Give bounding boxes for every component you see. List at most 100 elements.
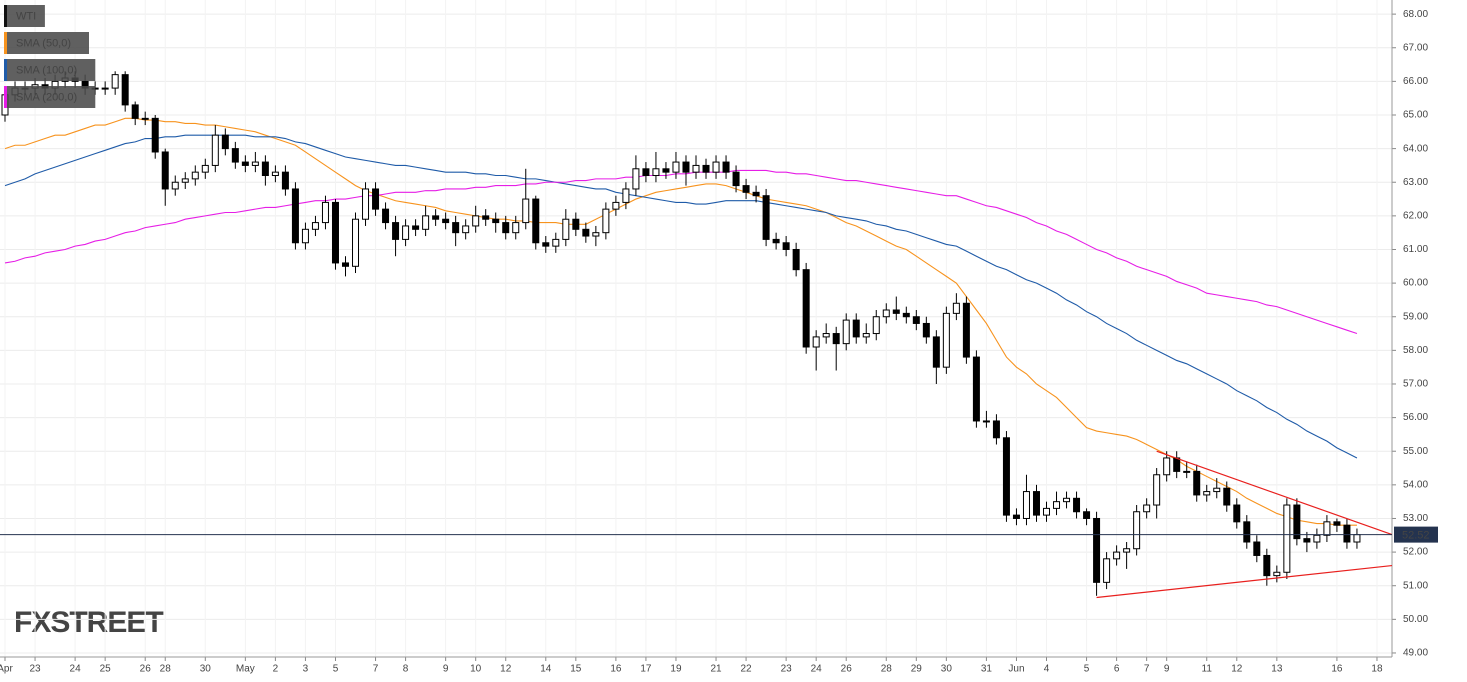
candle-body — [942, 312, 950, 368]
candle-body — [1183, 470, 1191, 473]
candle-body — [472, 215, 480, 227]
candle-body — [1213, 487, 1221, 493]
y-tick-label: 59.00 — [1403, 311, 1428, 322]
legend-box — [4, 59, 96, 81]
x-tick-label: 7 — [373, 664, 379, 675]
x-tick-label: 8 — [403, 664, 409, 675]
candle-body — [341, 262, 349, 267]
y-tick-label: 65.00 — [1403, 110, 1428, 121]
x-tick-label: 17 — [640, 664, 652, 675]
y-tick-label: 51.00 — [1403, 580, 1428, 591]
x-tick-label: 12 — [500, 664, 512, 675]
x-tick-label: 3 — [303, 664, 309, 675]
candle-body — [562, 218, 570, 240]
x-tick-label: 9 — [443, 664, 449, 675]
y-tick-label: 54.00 — [1403, 479, 1428, 490]
candle-body — [702, 164, 710, 173]
candle-body — [632, 168, 640, 190]
candle-body — [422, 215, 430, 230]
candle-body — [1293, 504, 1301, 540]
candle-body — [131, 104, 139, 119]
x-tick-label: 16 — [1331, 664, 1343, 675]
y-tick-label: 57.00 — [1403, 379, 1428, 390]
y-tick-label: 66.00 — [1403, 76, 1428, 87]
candle-body — [582, 228, 590, 237]
candle-body — [171, 181, 179, 190]
candle-body — [972, 356, 980, 422]
y-tick-label: 50.00 — [1403, 614, 1428, 625]
last-price-label: 52.52 — [1402, 530, 1430, 542]
candle-body — [642, 168, 650, 177]
candle-body — [892, 309, 900, 314]
x-tick-label: 13 — [1271, 664, 1283, 675]
candle-body — [1113, 551, 1121, 560]
candle-body — [301, 228, 309, 244]
legend-swatch — [4, 5, 7, 27]
candle-body — [432, 215, 440, 220]
candle-body — [522, 198, 530, 224]
candle-body — [812, 336, 820, 348]
legend-label: WTI — [16, 10, 36, 22]
y-tick-label: 55.00 — [1403, 446, 1428, 457]
candle-body — [1273, 571, 1281, 577]
legend-box — [4, 5, 45, 27]
x-tick-label: 23 — [29, 664, 41, 675]
candle-body — [311, 222, 319, 230]
x-tick-label: 10 — [470, 664, 482, 675]
x-tick-label: 26 — [140, 664, 152, 675]
candle-body — [1143, 504, 1151, 513]
candle-body — [1022, 491, 1030, 519]
candle-body — [752, 191, 760, 197]
candle-body — [1203, 491, 1211, 496]
candle-body — [1093, 517, 1101, 583]
y-tick-label: 53.00 — [1403, 513, 1428, 524]
candle-body — [291, 188, 299, 244]
x-tick-label: 30 — [200, 664, 212, 675]
candle-body — [181, 178, 189, 183]
trendline — [1156, 450, 1393, 536]
candle-body — [111, 74, 119, 89]
x-tick-label: 26 — [841, 664, 853, 675]
candle-body — [552, 238, 560, 247]
candle-body — [1193, 470, 1201, 496]
x-tick-label: 6 — [1114, 664, 1120, 675]
candle-body — [982, 420, 990, 423]
candle-body — [572, 218, 580, 230]
y-tick-label: 58.00 — [1403, 345, 1428, 356]
candle-body — [692, 164, 700, 173]
x-tick-label: 28 — [881, 664, 893, 675]
candle-body — [281, 171, 289, 190]
legend-label: SMA (50,0) — [16, 37, 71, 49]
y-tick-label: 61.00 — [1403, 244, 1428, 255]
candle-body — [261, 161, 269, 177]
candle-body — [712, 161, 720, 173]
sma-line — [4, 169, 1358, 335]
legend-swatch — [4, 32, 7, 54]
candle-body — [672, 161, 680, 173]
candle-body — [482, 215, 490, 220]
candle-body — [792, 248, 800, 271]
legend-box — [4, 86, 96, 108]
x-tick-label: 2 — [273, 664, 279, 675]
x-tick-label: 31 — [981, 664, 993, 675]
candle-body — [502, 222, 510, 234]
candle-body — [1002, 437, 1010, 516]
candle-body — [652, 168, 660, 177]
candle-body — [1173, 457, 1181, 472]
candle-body — [992, 420, 1000, 439]
candle-body — [492, 218, 500, 224]
candle-body — [382, 208, 390, 224]
candle-body — [682, 161, 690, 173]
x-tick-label: 23 — [781, 664, 793, 675]
x-tick-label: 15 — [570, 664, 582, 675]
candle-body — [922, 322, 930, 338]
candle-body — [1263, 554, 1271, 577]
watermark: FXSTREET — [14, 606, 163, 639]
x-tick-label: 29 — [911, 664, 923, 675]
candle-body — [1223, 487, 1231, 506]
candle-body — [512, 222, 520, 234]
x-tick-label: 18 — [1371, 664, 1383, 675]
